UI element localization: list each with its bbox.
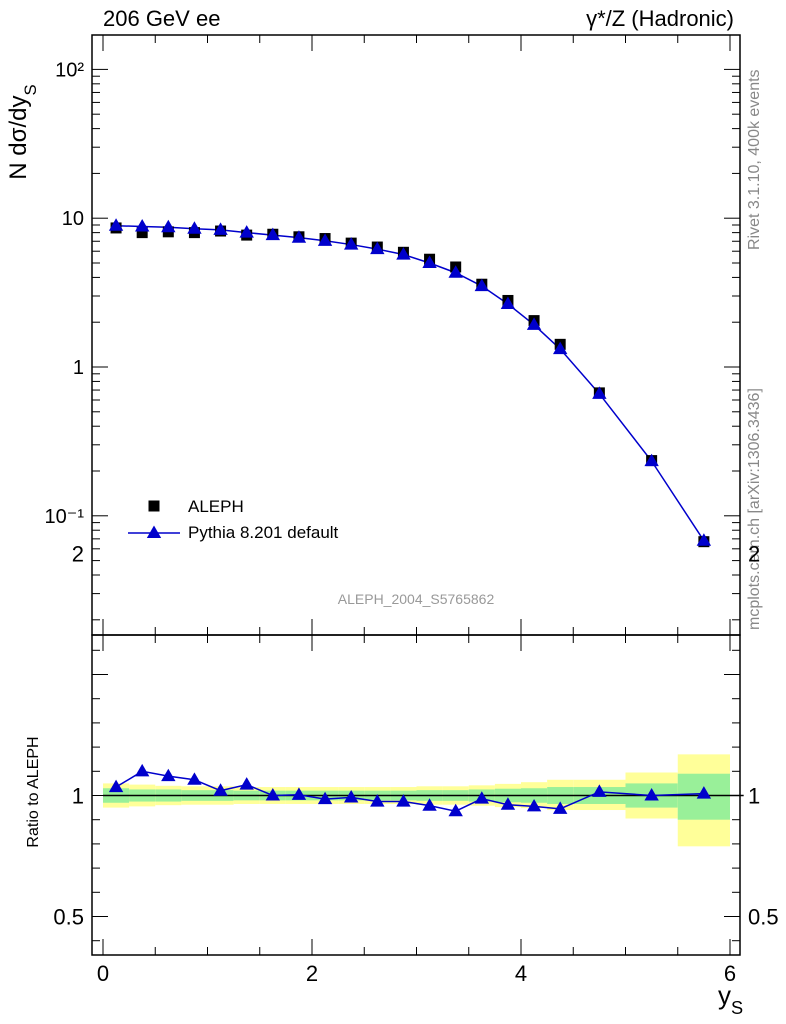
ratio-point-pythia	[396, 794, 411, 807]
axis-ticks	[92, 35, 740, 955]
ratio-point-pythia	[552, 801, 568, 814]
y-tick-label-ratio-right: 1	[748, 784, 760, 809]
ratio-point-pythia	[134, 763, 150, 777]
ratio-point-pythia	[644, 788, 659, 801]
mc-point-pythia	[696, 533, 712, 546]
ratio-point-pythia	[239, 777, 254, 790]
x-tick-label: 4	[515, 961, 527, 986]
ratio-point-pythia	[291, 787, 307, 800]
analysis-watermark: ALEPH_2004_S5765862	[338, 591, 495, 607]
mc-series-line	[116, 224, 705, 542]
legend-label-aleph: ALEPH	[188, 497, 244, 516]
mc-point-pythia	[644, 453, 659, 467]
title-right: γ*/Z (Hadronic)	[586, 6, 734, 31]
main-panel-frame	[91, 34, 741, 636]
x-tick-label: 6	[724, 961, 736, 986]
ratio-point-pythia	[448, 803, 463, 817]
mc-point-pythia	[448, 265, 463, 278]
mc-point-pythia	[474, 278, 490, 292]
mc-point-pythia	[213, 222, 228, 235]
y-tick-label-ratio-right: 0.5	[748, 905, 779, 930]
ratio-uncertainty-bands	[103, 754, 730, 847]
y-tick-label-ratio-left: 0.5	[53, 905, 84, 930]
mc-point-pythia	[108, 218, 124, 231]
ratio-point-pythia	[265, 788, 281, 801]
chart-text: 10⁻¹ 1 10 10² 0.5 0.5 1 1 2 2 0 2 4 6 N dσ/dyS Ratio to…	[5, 59, 779, 1018]
x-tick-label: 2	[306, 961, 318, 986]
mc-point-pythia	[134, 219, 150, 232]
legend-marker-pythia	[146, 525, 162, 539]
mc-point-pythia	[343, 237, 359, 250]
ratio-point-pythia	[696, 786, 712, 799]
main-panel	[108, 218, 712, 548]
legend-label-pythia: Pythia 8.201 default	[188, 523, 339, 542]
legend-marker-aleph	[148, 500, 160, 512]
mc-point-pythia	[592, 386, 607, 399]
y-tick-label-ratio-right: 2	[748, 542, 760, 567]
y-tick-label-main: 10⁻¹	[45, 506, 85, 528]
ratio-point-pythia	[592, 784, 607, 797]
mc-point-pythia	[396, 247, 411, 260]
mc-point-pythia	[526, 317, 542, 330]
y-tick-label-ratio-left: 1	[72, 784, 84, 809]
mc-point-pythia	[370, 241, 385, 255]
mc-point-pythia	[187, 221, 202, 234]
y-tick-label-main: 1	[73, 357, 84, 379]
ratio-point-pythia	[317, 791, 333, 805]
x-tick-label: 0	[97, 961, 109, 986]
ratio-point-pythia	[161, 768, 176, 782]
ratio-point-pythia	[500, 797, 516, 810]
ratio-point-pythia	[422, 798, 437, 811]
y-tick-label-main: 10²	[55, 59, 84, 81]
mc-point-pythia	[500, 296, 516, 310]
ratio-point-pythia	[213, 783, 228, 796]
x-axis-title: yS	[718, 980, 743, 1018]
y-axis-title-main: N dσ/dyS	[5, 84, 40, 179]
ratio-point-pythia	[108, 779, 124, 793]
mc-point-pythia	[265, 227, 281, 241]
ratio-point-pythia	[370, 794, 385, 807]
ratio-point-pythia	[526, 798, 542, 812]
mc-point-pythia	[161, 219, 176, 233]
ratio-panel	[103, 763, 744, 817]
y-tick-label-ratio-left: 2	[72, 542, 84, 567]
data-point-aleph	[136, 227, 148, 239]
y-axis-title-ratio: Ratio to ALEPH	[25, 736, 42, 847]
ratio-point-pythia	[474, 791, 490, 804]
y-tick-label-main: 10	[62, 208, 84, 230]
ratio-point-pythia	[187, 772, 202, 785]
mc-point-pythia	[422, 255, 437, 269]
mc-point-pythia	[317, 233, 333, 246]
mc-point-pythia	[239, 225, 254, 238]
title-left: 206 GeV ee	[103, 6, 221, 31]
ratio-point-pythia	[343, 789, 359, 803]
mc-point-pythia	[552, 341, 568, 355]
mc-point-pythia	[291, 230, 307, 243]
